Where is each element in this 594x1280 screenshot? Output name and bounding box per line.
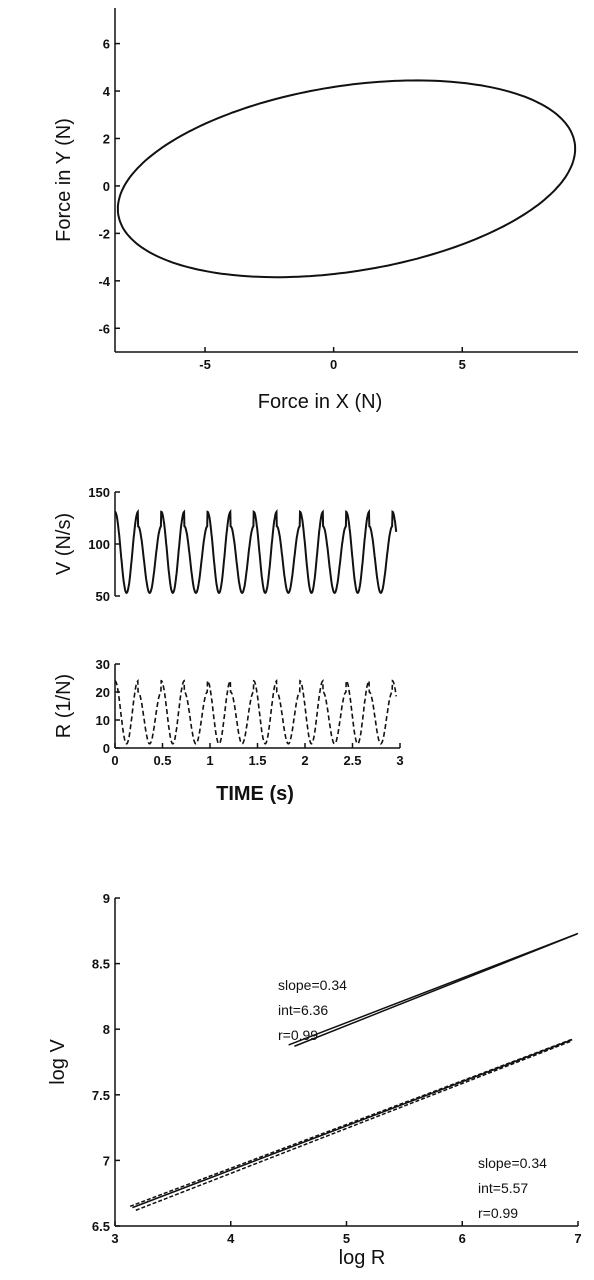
y-tick-label: 8.5 [92, 957, 110, 972]
y-tick-label: 0 [103, 179, 110, 194]
x-tick-label: -5 [199, 357, 211, 372]
x-axis-label: Force in X (N) [258, 391, 382, 413]
y-axis-label: R (1/N) [53, 674, 75, 738]
fit-annotation: r=0.99 [278, 1027, 318, 1043]
x-tick-label: 4 [227, 1231, 235, 1246]
y-tick-label: 2 [103, 131, 110, 146]
x-tick-label: 0 [111, 753, 118, 768]
velocity-panel: 50 100 150 V (N/s) [53, 485, 398, 604]
y-tick-label: 0 [103, 741, 110, 756]
fit-annotation: int=5.57 [478, 1180, 528, 1196]
x-tick-label: 5 [459, 357, 466, 372]
x-tick-label: 5 [343, 1231, 350, 1246]
y-tick-label: 7 [103, 1153, 110, 1168]
y-tick-label: 20 [96, 685, 110, 700]
fit-annotation: r=0.99 [478, 1205, 518, 1221]
y-tick-label: -6 [98, 321, 110, 336]
y-tick-label: 8 [103, 1022, 110, 1037]
y-axis-label: log V [47, 1039, 69, 1085]
y-tick-label: 150 [88, 485, 110, 500]
y-tick-label: 7.5 [92, 1088, 110, 1103]
x-tick-label: 2.5 [343, 753, 361, 768]
fit-annotation: slope=0.34 [478, 1155, 547, 1171]
y-tick-label: 30 [96, 657, 110, 672]
velocity-series [114, 508, 398, 595]
y-axis-label: Force in Y (N) [53, 118, 75, 242]
x-axis-label: TIME (s) [216, 783, 294, 805]
fit-annotation: slope=0.34 [278, 977, 347, 993]
y-tick-label: 4 [103, 84, 111, 99]
loglog-series-1 [294, 933, 578, 1047]
fit-annotation: int=6.36 [278, 1002, 328, 1018]
x-tick-label: 2 [301, 753, 308, 768]
x-tick-label: 3 [111, 1231, 118, 1246]
y-tick-label: 50 [96, 589, 110, 604]
x-tick-label: 0 [330, 357, 337, 372]
x-tick-label: 3 [396, 753, 403, 768]
force-loop-series [116, 79, 577, 279]
y-tick-label: -2 [98, 226, 110, 241]
loglog-panel: 6.5 7 7.5 8 8.5 9 3 4 5 6 7 slope=0.34 int=6.36 r=0.9… [47, 891, 582, 1269]
x-tick-label: 0.5 [153, 753, 171, 768]
x-tick-label: 1 [206, 753, 213, 768]
radius-series [114, 679, 397, 745]
y-tick-label: 9 [103, 891, 110, 906]
y-tick-label: -4 [98, 274, 110, 289]
loglog-series-2 [129, 1038, 573, 1208]
y-axis-label: V (N/s) [53, 513, 75, 575]
force-panel: -6 -4 -2 0 2 4 6 -5 0 5 Force in Y (N) Force in X (… [53, 8, 578, 413]
y-tick-label: 6.5 [92, 1219, 110, 1234]
y-tick-label: 6 [103, 37, 110, 52]
x-tick-label: 1.5 [248, 753, 266, 768]
x-tick-label: 7 [574, 1231, 581, 1246]
x-tick-label: 6 [459, 1231, 466, 1246]
x-axis-label: log R [339, 1247, 386, 1269]
loglog-series-2 [132, 1038, 573, 1209]
y-tick-label: 100 [88, 537, 110, 552]
y-tick-label: 10 [96, 713, 110, 728]
radius-panel: 0 10 20 30 0 0.5 1 1.5 2 2.5 3 R (1/N) TIME (s) [53, 657, 404, 805]
